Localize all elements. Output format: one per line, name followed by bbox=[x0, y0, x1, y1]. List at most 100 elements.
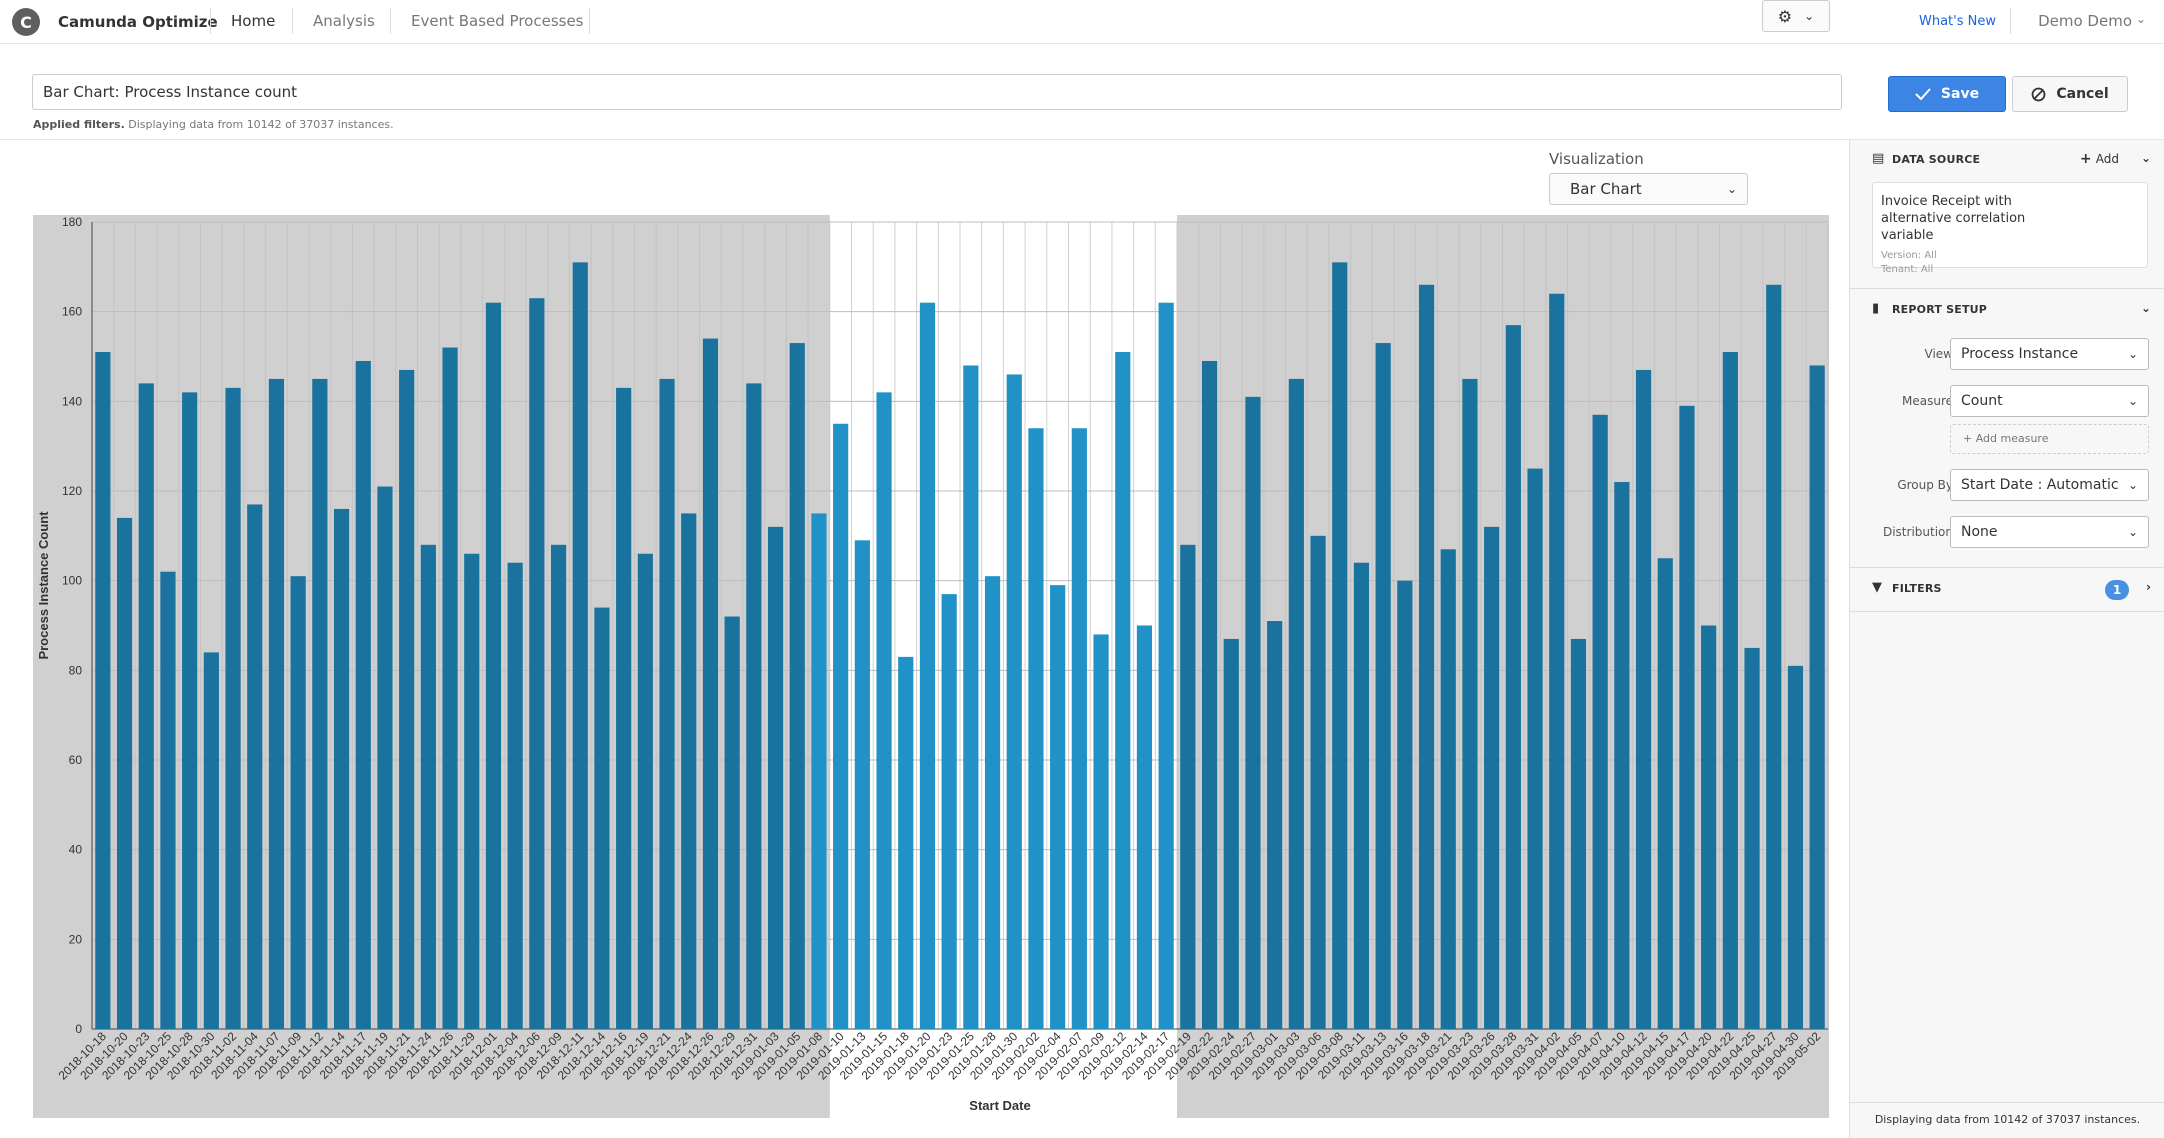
bar[interactable] bbox=[1267, 621, 1283, 1029]
bar[interactable] bbox=[1375, 343, 1391, 1029]
bar[interactable] bbox=[1484, 526, 1500, 1029]
visualization-select[interactable]: Bar Chart ⌄ bbox=[1549, 173, 1748, 205]
bar[interactable] bbox=[1592, 414, 1608, 1029]
chevron-down-icon[interactable]: ⌄ bbox=[2140, 301, 2151, 315]
camunda-logo-icon[interactable]: C bbox=[12, 8, 40, 36]
bar[interactable] bbox=[95, 352, 111, 1029]
data-source-card[interactable]: Invoice Receipt with alternative correla… bbox=[1872, 182, 2148, 275]
bar-chart[interactable]: 0204060801001201401601802018-10-182018-1… bbox=[0, 0, 1849, 1138]
bar[interactable] bbox=[724, 616, 740, 1029]
view-select[interactable]: Process Instance ⌄ bbox=[1950, 338, 2149, 370]
bar[interactable] bbox=[399, 369, 415, 1029]
bar[interactable] bbox=[507, 562, 523, 1029]
chevron-down-icon[interactable]: ⌄ bbox=[2135, 12, 2146, 26]
bar[interactable] bbox=[420, 544, 436, 1029]
bar[interactable] bbox=[1766, 284, 1782, 1029]
bar[interactable] bbox=[876, 392, 892, 1029]
add-data-source-button[interactable]: + Add bbox=[2080, 151, 2119, 167]
bar[interactable] bbox=[333, 508, 350, 1029]
bar[interactable] bbox=[225, 387, 241, 1030]
cancel-button[interactable]: Cancel bbox=[2012, 76, 2128, 112]
bar[interactable] bbox=[529, 298, 545, 1029]
bar[interactable] bbox=[1136, 625, 1153, 1030]
chevron-down-icon[interactable]: ⌄ bbox=[2140, 151, 2151, 165]
bar[interactable] bbox=[789, 343, 805, 1029]
group-by-select[interactable]: Start Date : Automatic ⌄ bbox=[1950, 469, 2149, 501]
add-measure-button[interactable]: + Add measure bbox=[1950, 424, 2149, 454]
distribution-select[interactable]: None ⌄ bbox=[1950, 516, 2149, 548]
nav-home[interactable]: Home bbox=[231, 12, 276, 30]
bar[interactable] bbox=[1093, 634, 1109, 1029]
bar[interactable] bbox=[1158, 302, 1174, 1029]
bar[interactable] bbox=[138, 383, 154, 1029]
report-setup-header[interactable]: ▮ REPORT SETUP ⌄ bbox=[1850, 290, 2164, 330]
bar[interactable] bbox=[116, 517, 133, 1029]
bar[interactable] bbox=[1787, 665, 1804, 1029]
bar[interactable] bbox=[1527, 468, 1543, 1029]
bar[interactable] bbox=[1440, 549, 1456, 1029]
bar[interactable] bbox=[1635, 369, 1652, 1029]
bar[interactable] bbox=[1722, 352, 1738, 1029]
bar[interactable] bbox=[442, 347, 458, 1029]
bar[interactable] bbox=[1201, 360, 1218, 1029]
report-name-input[interactable]: Bar Chart: Process Instance count bbox=[32, 74, 1842, 110]
bar[interactable] bbox=[1223, 638, 1239, 1029]
bar[interactable] bbox=[1180, 544, 1196, 1029]
nav-analysis[interactable]: Analysis bbox=[313, 12, 375, 30]
bar[interactable] bbox=[355, 360, 371, 1029]
bar[interactable] bbox=[1570, 638, 1587, 1029]
bar[interactable] bbox=[1332, 262, 1348, 1030]
bar[interactable] bbox=[290, 576, 306, 1029]
bar[interactable] bbox=[1657, 558, 1673, 1029]
bar[interactable] bbox=[1028, 428, 1044, 1029]
bar[interactable] bbox=[702, 338, 719, 1030]
bar[interactable] bbox=[377, 486, 393, 1029]
bar[interactable] bbox=[1418, 284, 1435, 1029]
bar[interactable] bbox=[898, 656, 914, 1029]
chart-settings-button[interactable]: ⚙ ⌄ bbox=[1762, 0, 1830, 32]
data-source-header[interactable]: ▤ DATA SOURCE + Add ⌄ bbox=[1850, 140, 2164, 180]
bar[interactable] bbox=[1397, 580, 1413, 1029]
chevron-right-icon[interactable]: › bbox=[2146, 580, 2151, 594]
filters-header[interactable]: ▼ FILTERS 1 › bbox=[1850, 569, 2164, 609]
bar[interactable] bbox=[485, 302, 502, 1029]
bar[interactable] bbox=[1115, 352, 1131, 1029]
bar[interactable] bbox=[1701, 625, 1717, 1030]
bar[interactable] bbox=[854, 540, 870, 1029]
bar[interactable] bbox=[746, 383, 762, 1029]
bar[interactable] bbox=[616, 387, 632, 1030]
bar[interactable] bbox=[1288, 378, 1304, 1030]
bar[interactable] bbox=[767, 526, 784, 1029]
bar[interactable] bbox=[1245, 396, 1261, 1030]
bar[interactable] bbox=[1809, 365, 1825, 1029]
bar[interactable] bbox=[1744, 647, 1760, 1029]
bar[interactable] bbox=[1462, 378, 1478, 1030]
bar[interactable] bbox=[247, 504, 263, 1029]
bar[interactable] bbox=[681, 513, 697, 1029]
bar[interactable] bbox=[637, 553, 653, 1029]
bar[interactable] bbox=[1006, 374, 1022, 1029]
bar[interactable] bbox=[919, 302, 936, 1029]
bar[interactable] bbox=[182, 392, 198, 1029]
bar[interactable] bbox=[203, 652, 219, 1029]
save-button[interactable]: Save bbox=[1888, 76, 2006, 112]
bar[interactable] bbox=[464, 553, 480, 1029]
bar[interactable] bbox=[984, 576, 1001, 1029]
bar[interactable] bbox=[1549, 293, 1565, 1029]
bar[interactable] bbox=[1614, 482, 1630, 1029]
app-name[interactable]: Camunda Optimize bbox=[58, 13, 218, 31]
bar[interactable] bbox=[1310, 535, 1326, 1029]
user-menu[interactable]: Demo Demo bbox=[2038, 12, 2132, 30]
bar[interactable] bbox=[1353, 562, 1370, 1029]
bar[interactable] bbox=[550, 544, 567, 1029]
bar[interactable] bbox=[268, 378, 285, 1030]
bar[interactable] bbox=[312, 378, 328, 1030]
bar[interactable] bbox=[1050, 585, 1066, 1029]
bar[interactable] bbox=[594, 607, 610, 1029]
whats-new-link[interactable]: What's New bbox=[1919, 14, 1996, 29]
bar[interactable] bbox=[963, 365, 979, 1029]
bar[interactable] bbox=[1505, 325, 1521, 1029]
bar[interactable] bbox=[811, 513, 827, 1029]
bar[interactable] bbox=[160, 571, 176, 1029]
bar[interactable] bbox=[659, 378, 675, 1030]
